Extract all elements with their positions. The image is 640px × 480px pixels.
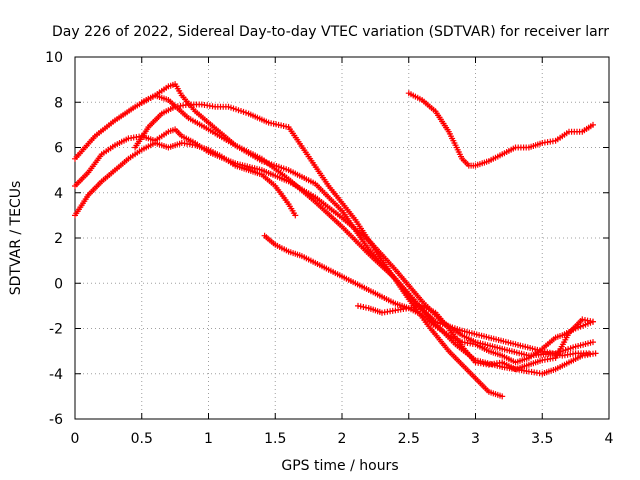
x-tick-label: 3.5 [531,431,553,447]
series-line [264,235,594,364]
y-tick-label: 8 [54,95,63,111]
y-tick-label: 6 [54,141,63,157]
series-line [141,83,596,375]
x-tick-label: 0.5 [131,431,153,447]
series-track-f [261,232,596,366]
series-line [134,103,503,397]
series-track-d [132,101,506,400]
series-track-a [72,92,592,359]
series-line [74,94,589,357]
series-track-g [355,302,596,373]
y-tick-label: -6 [49,412,63,428]
data-point [592,350,599,357]
x-tick-label: 2.5 [398,431,420,447]
data-point [499,393,506,400]
y-tick-label: -4 [49,367,63,383]
x-tick-label: 0 [71,431,80,447]
y-tick-label: 2 [54,231,63,247]
data-point [590,318,596,325]
data-point [292,212,299,219]
x-tick-label: 4 [605,431,614,447]
series-track-h [405,90,596,169]
series-track-b [72,126,596,359]
y-tick-label: -2 [49,322,63,338]
series-line [74,142,296,216]
series-line [74,128,594,357]
chart-title: Day 226 of 2022, Sidereal Day-to-day VTE… [52,24,609,40]
data-series [72,81,599,400]
ticks: 0 0.5 1 1.5 2 2.5 3 3.5 4 -6 -4 -2 0 2 4 6 8 10 [45,50,613,447]
x-tick-label: 1.5 [264,431,286,447]
series-track-e [138,81,599,377]
data-point [590,121,596,128]
y-axis-label: SDTVAR / TECUs [8,181,24,296]
y-tick-label: 10 [45,50,63,66]
x-tick-label: 3 [471,431,480,447]
x-axis-label: GPS time / hours [281,458,398,474]
y-tick-label: 0 [54,276,63,292]
data-point [590,339,596,346]
y-tick-label: 4 [54,186,63,202]
x-tick-label: 1 [204,431,213,447]
x-tick-label: 2 [338,431,347,447]
series-track-c [72,140,299,219]
